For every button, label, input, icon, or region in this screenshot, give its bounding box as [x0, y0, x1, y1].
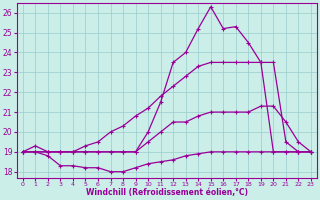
X-axis label: Windchill (Refroidissement éolien,°C): Windchill (Refroidissement éolien,°C): [86, 188, 248, 197]
